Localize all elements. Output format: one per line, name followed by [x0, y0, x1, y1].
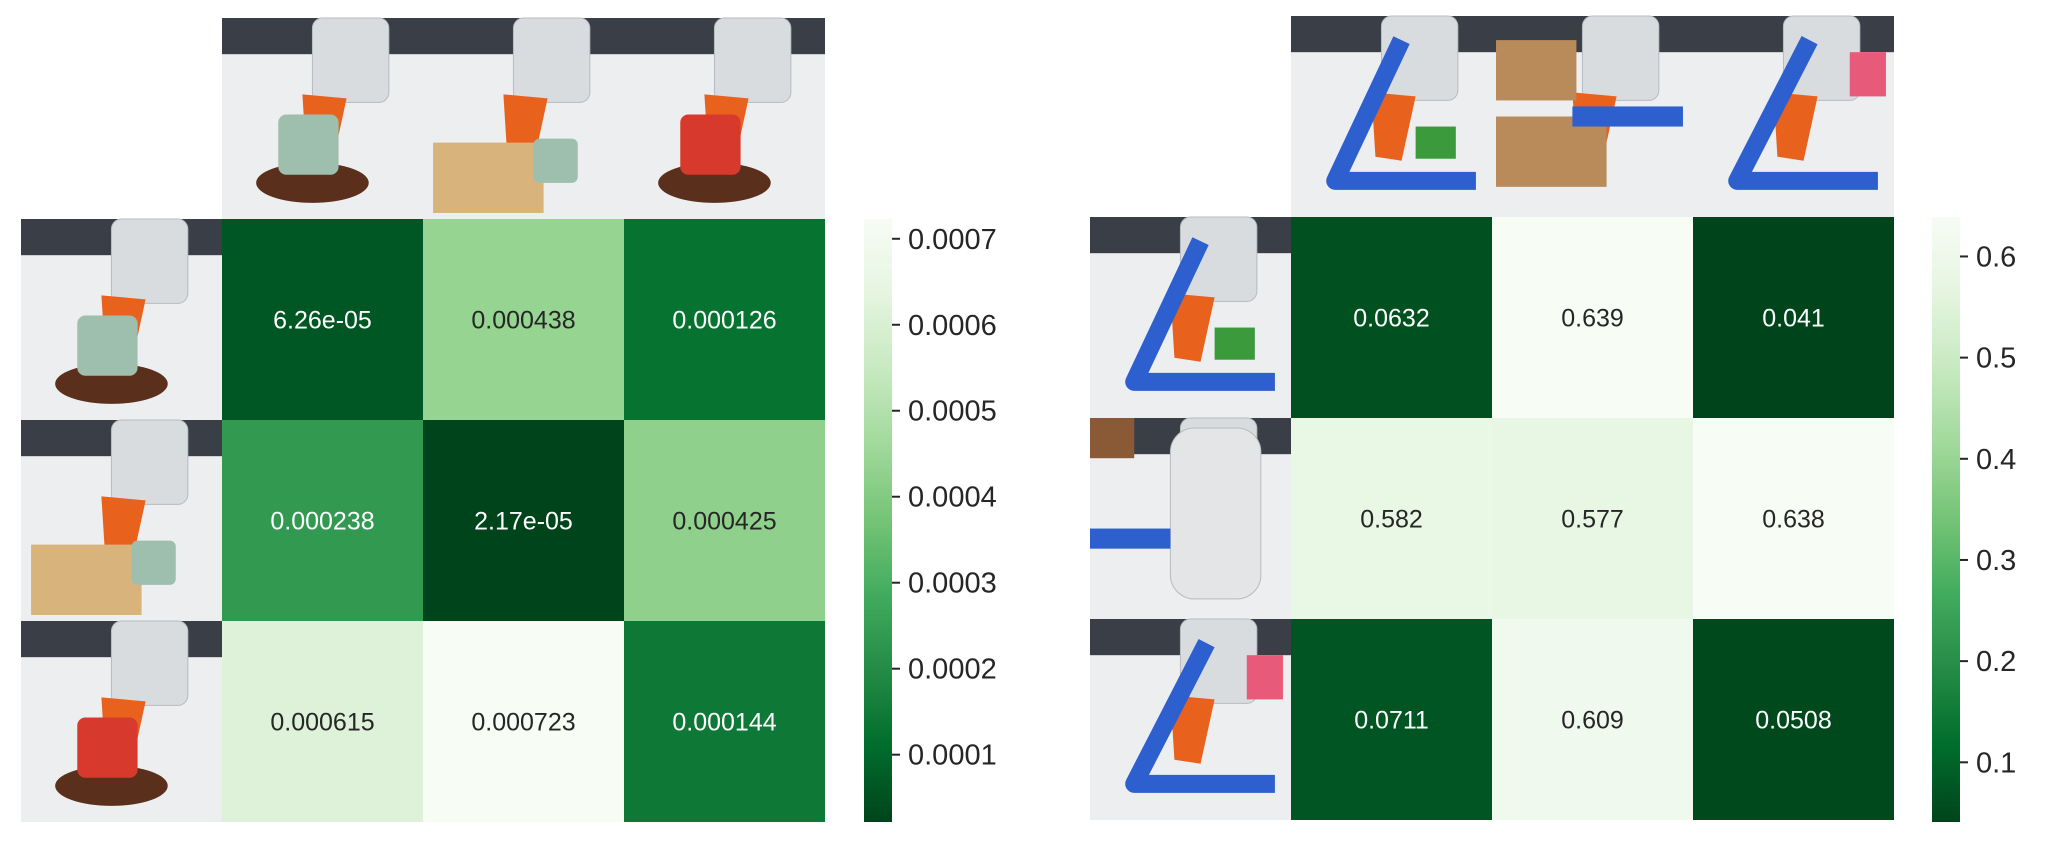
cell-annotation-r3-c3: 0.000144 [672, 709, 776, 737]
cell-annotation-r2-c2: 2.17e-05 [474, 508, 573, 536]
heatmap-cell-r2-c3 [624, 420, 825, 621]
robot-gripper-blue-L-block-image [1090, 216, 1291, 418]
heatmap-cell-r3-c2 [423, 621, 624, 822]
heatmap-cell-r3-c1 [222, 621, 423, 822]
heatmap-cell-r1-c3 [624, 219, 825, 420]
colorbar-tick-label: 0.6 [1976, 241, 2016, 273]
colorbar-tick-label: 0.1 [1976, 747, 2016, 779]
heatmap-cell-r3-c3 [1693, 619, 1894, 820]
robot-blue-L-green-block-image [1291, 15, 1492, 217]
heatmap-cell-r3-c2 [1492, 619, 1693, 820]
robot-gripper-teal-mug-image [21, 218, 222, 420]
colorbar-tick-label: 0.3 [1976, 545, 2016, 577]
heatmap-cell-r3-c3 [624, 621, 825, 822]
colorbar-tick-label: 0.0001 [908, 740, 997, 772]
cell-annotation-r1-c1: 6.26e-05 [273, 307, 372, 335]
robot-gripper-mug-wood-block-image [21, 419, 222, 621]
heatmap-cell-r2-c3 [1693, 418, 1894, 619]
robot-teal-mug-on-stand-image [222, 17, 423, 219]
colorbar-gradient [1932, 217, 1960, 822]
cell-annotation-r1-c3: 0.041 [1762, 305, 1825, 333]
cell-annotation-r3-c3: 0.0508 [1755, 707, 1831, 735]
cell-annotation-r1-c1: 0.0632 [1353, 305, 1429, 333]
colorbar-gradient [864, 219, 892, 822]
colorbar-tick-label: 0.5 [1976, 343, 2016, 375]
cell-annotation-r1-c3: 0.000126 [672, 307, 776, 335]
heatmap-cell-r2-c1 [222, 420, 423, 621]
colorbar-tick-label: 0.0006 [908, 310, 997, 342]
heatmap-cell-r1-c2 [423, 219, 624, 420]
robot-red-mug-on-stand-image [624, 17, 825, 219]
cell-annotation-r2-c2: 0.577 [1561, 506, 1624, 534]
cell-annotation-r2-c3: 0.638 [1762, 506, 1825, 534]
heatmap-cell-r2-c1 [1291, 418, 1492, 619]
cell-annotation-r2-c1: 0.582 [1360, 506, 1423, 534]
robot-boxes-blue-bar-image [1492, 15, 1693, 217]
cell-annotation-r1-c2: 0.000438 [471, 307, 575, 335]
heatmap-cell-r1-c1 [1291, 217, 1492, 418]
colorbar-1: 0.0001 0.0002 0.0003 0.0004 0.0005 0.0006 0.00… [864, 219, 997, 822]
colorbar-tick-label: 0.4 [1976, 444, 2016, 476]
robot-blue-L-pink-block-image [1693, 15, 1894, 217]
heatmap-cell-r1-c2 [1492, 217, 1693, 418]
robot-gripper-closeup-image [1090, 417, 1291, 619]
cell-annotation-r3-c1: 0.000615 [270, 709, 374, 737]
colorbar-tick-label: 0.2 [1976, 646, 2016, 678]
colorbar-tick-label: 0.0003 [908, 568, 997, 600]
colorbar-tick-label: 0.0004 [908, 482, 997, 514]
heatmap-panel-2: 0.0632 0.639 0.041 0.582 0.577 0.638 0.0711 0.6… [1291, 217, 1894, 820]
heatmap-panel-1: 6.26e-05 0.000438 0.000126 0.000238 2.17e-05… [222, 219, 825, 822]
cell-annotation-r1-c2: 0.639 [1561, 305, 1624, 333]
cell-annotation-r2-c3: 0.000425 [672, 508, 776, 536]
cell-annotation-r3-c2: 0.000723 [471, 709, 575, 737]
heatmap-cell-r2-c2 [1492, 418, 1693, 619]
colorbar-tick-label: 0.0005 [908, 396, 997, 428]
heatmap-cell-r3-c1 [1291, 619, 1492, 820]
robot-gripper-blue-L-pink-block-image [1090, 618, 1291, 820]
colorbar-tick-label: 0.0002 [908, 654, 997, 686]
heatmap-cell-r1-c3 [1693, 217, 1894, 418]
heatmap-cell-r1-c1 [222, 219, 423, 420]
robot-gripper-red-cup-image [21, 620, 222, 822]
robot-mug-on-wood-block-image [423, 17, 624, 219]
colorbar-tick-label: 0.0007 [908, 224, 997, 256]
colorbar-2: 0.1 0.2 0.3 0.4 0.5 0.6 [1932, 217, 2016, 822]
cell-annotation-r3-c2: 0.609 [1561, 707, 1624, 735]
heatmap-cell-r2-c2 [423, 420, 624, 621]
cell-annotation-r2-c1: 0.000238 [270, 508, 374, 536]
cell-annotation-r3-c1: 0.0711 [1354, 707, 1429, 735]
